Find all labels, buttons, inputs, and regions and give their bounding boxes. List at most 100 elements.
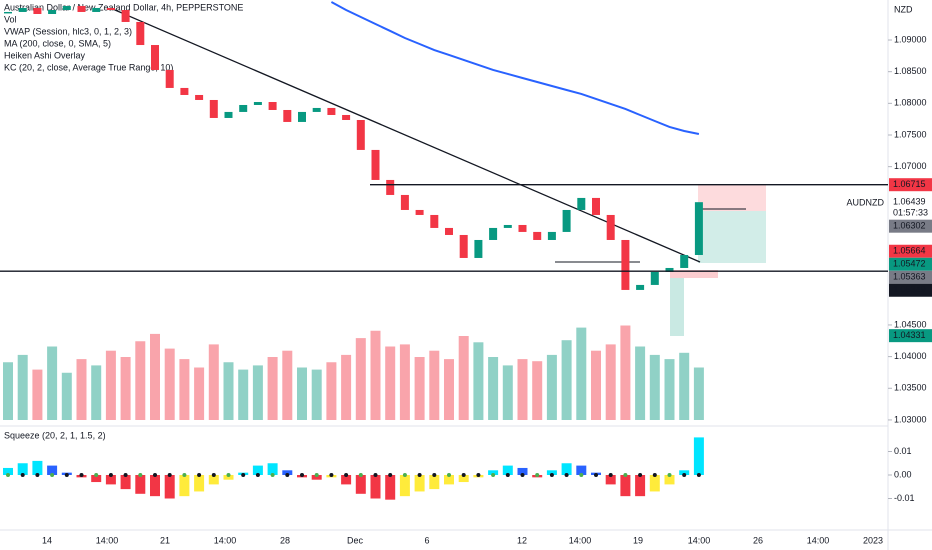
x-tick-label: 21: [160, 535, 170, 545]
squeeze-dot: [608, 473, 613, 477]
candle-body: [209, 99, 218, 118]
y-tick-label: 1.08500: [894, 66, 927, 76]
chart-title: Australian Dollar / New Zealand Dollar, …: [4, 2, 243, 12]
x-tick-label: 14: [42, 535, 52, 545]
candle-body: [356, 119, 365, 150]
y-tick-label: 1.08000: [894, 98, 927, 108]
reward-box: [698, 211, 766, 263]
x-tick-label: 28: [280, 535, 290, 545]
volume-bar: [385, 346, 396, 420]
squeeze-bar: [502, 465, 513, 475]
volume-bar: [105, 350, 116, 420]
candle-body: [650, 271, 659, 285]
x-tick-label: 26: [753, 535, 763, 545]
squeeze-bar: [47, 465, 58, 475]
candle-body: [518, 224, 527, 232]
squeeze-bar: [208, 475, 219, 485]
candle-body: [430, 214, 439, 228]
trend-line: [114, 9, 701, 263]
squeeze-dot: [402, 473, 407, 477]
squeeze-dot: [241, 473, 246, 477]
squeeze-dot: [20, 473, 25, 477]
volume-bar: [679, 352, 690, 420]
candle-body: [547, 231, 556, 240]
price-marker-label: 1.06302: [893, 221, 926, 231]
candle-body: [312, 107, 321, 112]
candle-body: [445, 227, 453, 235]
candle-body: [489, 227, 498, 240]
squeeze-dot: [505, 473, 510, 477]
candle-body: [533, 231, 542, 240]
volume-bar: [693, 367, 704, 420]
y-tick-label: 1.07500: [894, 129, 927, 139]
indicator-label: Vol: [4, 14, 17, 24]
squeeze-dot: [638, 473, 643, 477]
indicator-label: VWAP (Session, hlc3, 0, 1, 2, 3): [4, 26, 132, 36]
volume-bar: [311, 369, 322, 420]
squeeze-dot: [64, 473, 69, 477]
squeeze-dot: [373, 473, 378, 477]
ma-line: [330, 1, 700, 135]
squeeze-dot: [520, 473, 525, 477]
candle-body: [621, 239, 630, 290]
price-marker: [889, 195, 932, 209]
y-tick-label: 1.09000: [894, 34, 927, 44]
volume-bar: [47, 346, 58, 420]
volume-bar: [649, 354, 660, 420]
price-marker-label: 1.05472: [893, 259, 926, 269]
x-tick-label: 14:00: [688, 535, 711, 545]
countdown: 01:57:33: [893, 208, 928, 218]
x-tick-label: 14:00: [96, 535, 119, 545]
squeeze-dot: [696, 473, 701, 477]
candle-body: [253, 102, 262, 105]
squeeze-bar: [576, 465, 587, 475]
squeeze-bar: [693, 437, 704, 475]
squeeze-bar: [679, 470, 690, 475]
candle-body: [4, 11, 12, 14]
volume-bar: [502, 365, 513, 420]
price-marker-label: 1.04331: [893, 330, 926, 340]
squeeze-bar: [444, 475, 454, 485]
candle-body: [459, 234, 468, 258]
squeeze-dot: [432, 473, 437, 477]
y-tick-label: 1.07000: [894, 161, 927, 171]
squeeze-bar: [620, 475, 631, 497]
volume-bar: [591, 350, 601, 420]
squeeze-bar: [488, 470, 499, 475]
indicator-label: Squeeze (20, 2, 1, 1.5, 2): [4, 430, 106, 440]
squeeze-bar: [135, 475, 146, 494]
candle-body: [636, 284, 645, 290]
squeeze-bar: [282, 470, 293, 475]
volume-bar: [150, 333, 160, 420]
price-marker-label: 1.05349: [893, 285, 926, 295]
candle-body: [62, 6, 71, 11]
squeeze-dot: [167, 473, 172, 477]
price-marker: [889, 244, 932, 258]
volume-bar: [473, 342, 484, 420]
y-tick-label: 1.03500: [894, 383, 927, 393]
squeeze-bar: [546, 470, 557, 475]
squeeze-dot: [211, 473, 216, 477]
squeeze-dot: [417, 473, 422, 477]
candle-body: [327, 107, 336, 115]
squeeze-bar: [267, 463, 278, 475]
x-tick-label: 6: [424, 535, 429, 545]
squeeze-bar: [3, 467, 13, 475]
candle-body: [665, 267, 674, 272]
squeeze-dot: [344, 473, 349, 477]
squeeze-dot: [579, 473, 584, 477]
volume-bar: [32, 369, 43, 420]
risk-box: [698, 185, 766, 211]
y-tick-label: -0.01: [894, 493, 915, 503]
squeeze-dot: [226, 473, 231, 477]
squeeze-bar: [32, 460, 43, 475]
price-marker: [889, 283, 932, 297]
volume-bar: [488, 357, 499, 420]
squeeze-bar: [458, 475, 469, 483]
squeeze-dot: [123, 473, 128, 477]
x-tick-label: Dec: [347, 535, 364, 545]
squeeze-dot: [35, 473, 40, 477]
price-marker-label: 1.06715: [893, 179, 926, 189]
volume-bar: [444, 359, 454, 420]
